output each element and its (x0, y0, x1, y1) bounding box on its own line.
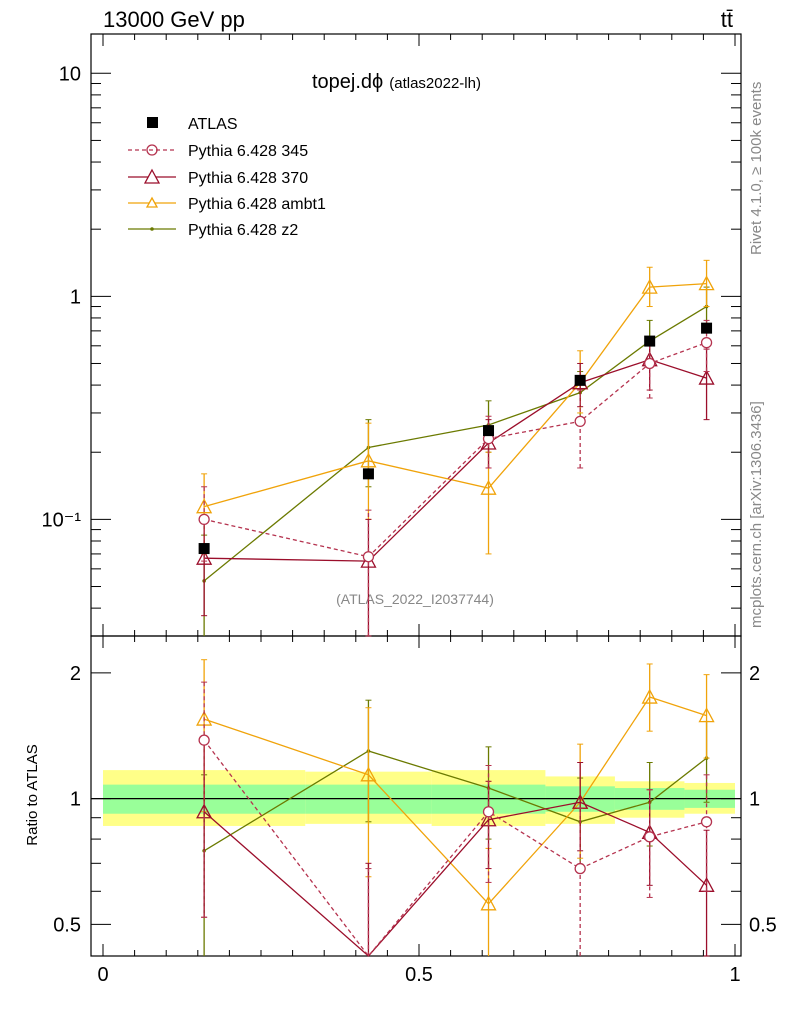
data-point (480, 895, 497, 911)
ratio-y-tick-label: 1 (70, 789, 81, 811)
data-point (574, 374, 586, 386)
data-point (701, 322, 713, 334)
data-point (644, 335, 656, 347)
ratio-y-tick-label: 2 (70, 663, 81, 685)
main-y-axis-ticks: 10⁻¹ 1 10 (42, 63, 741, 637)
series-line (204, 358, 707, 562)
data-point (198, 734, 210, 746)
ratio-y-tick-label: 0.5 (749, 914, 777, 936)
legend-marker-ambt1 (128, 196, 176, 208)
data-point (698, 369, 715, 385)
data-point (698, 707, 715, 723)
main-series-ambt1 (196, 259, 715, 555)
data-point (644, 831, 656, 843)
legend: ATLAS Pythia 6.428 345 Pythia 6.428 370 … (128, 116, 326, 239)
legend-marker-p370 (128, 168, 176, 184)
process-label: tt̄ (721, 7, 733, 32)
ratio-y-tick-label: 0.5 (53, 914, 81, 936)
data-point (196, 549, 213, 565)
data-point (196, 498, 213, 514)
legend-label-p345: Pythia 6.428 345 (188, 143, 308, 160)
y-tick-label: 10⁻¹ (42, 509, 82, 531)
ratio-series-p345 (198, 681, 713, 958)
data-point (360, 766, 377, 782)
data-point (700, 336, 713, 349)
series-line (203, 696, 707, 905)
data-point (641, 278, 658, 294)
series-line (203, 342, 707, 558)
series-line (203, 750, 707, 852)
main-series-p345 (198, 319, 713, 636)
mcplots-label: mcplots.cern.ch [arXiv:1306.3436] (748, 401, 765, 628)
ratio-y-axis-ticks: 0.5 0.5 1 1 2 2 (53, 663, 777, 937)
data-point (641, 688, 658, 704)
x-tick-label: 1 (729, 964, 740, 986)
legend-label-z2: Pythia 6.428 z2 (188, 222, 298, 239)
data-point (362, 551, 375, 563)
plot-title: topej.dϕ (atlas2022-lh) (312, 71, 481, 93)
y-tick-label: 1 (70, 286, 81, 308)
legend-label-atlas: ATLAS (188, 116, 238, 133)
series-line (203, 282, 707, 508)
series-line (203, 305, 707, 582)
series-line (203, 739, 707, 958)
data-point (700, 816, 713, 828)
main-series-atlas (198, 322, 713, 555)
data-point (482, 806, 495, 818)
ratio-ylabel: Ratio to ATLAS (24, 744, 41, 845)
ratio-y-tick-label: 2 (749, 663, 760, 685)
data-point (574, 415, 586, 428)
data-point (698, 275, 715, 291)
ratio-plot-frame (90, 635, 742, 957)
data-point (198, 543, 210, 555)
energy-label: 13000 GeV pp (103, 7, 245, 32)
series-line (203, 801, 708, 957)
legend-label-p370: Pythia 6.428 370 (188, 170, 308, 187)
data-point (360, 452, 377, 468)
plot-title-sub: (atlas2022-lh) (389, 75, 481, 92)
data-point (483, 425, 495, 437)
x-tick-label: 0 (97, 964, 108, 986)
data-point (574, 862, 586, 875)
y-tick-label: 10 (59, 63, 81, 85)
data-point (362, 468, 374, 480)
data-point (198, 513, 210, 526)
legend-marker-atlas (147, 117, 158, 128)
legend-label-ambt1: Pythia 6.428 ambt1 (188, 196, 326, 213)
ratio-series-z2 (201, 699, 710, 956)
data-point (480, 479, 497, 495)
x-tick-label: 0.5 (405, 964, 433, 986)
legend-marker-p345 (128, 144, 176, 156)
analysis-watermark: (ATLAS_2022_I2037744) (336, 591, 494, 607)
plot-title-main: topej.dϕ (312, 71, 383, 93)
legend-marker-z2 (128, 227, 176, 231)
data-point (644, 357, 656, 370)
ratio-y-tick-label: 1 (749, 789, 760, 811)
rivet-version-label: Rivet 4.1.0, ≥ 100k events (748, 82, 765, 255)
main-series-z2 (201, 286, 710, 636)
x-axis-ticks: 0 0.5 1 (97, 34, 741, 986)
